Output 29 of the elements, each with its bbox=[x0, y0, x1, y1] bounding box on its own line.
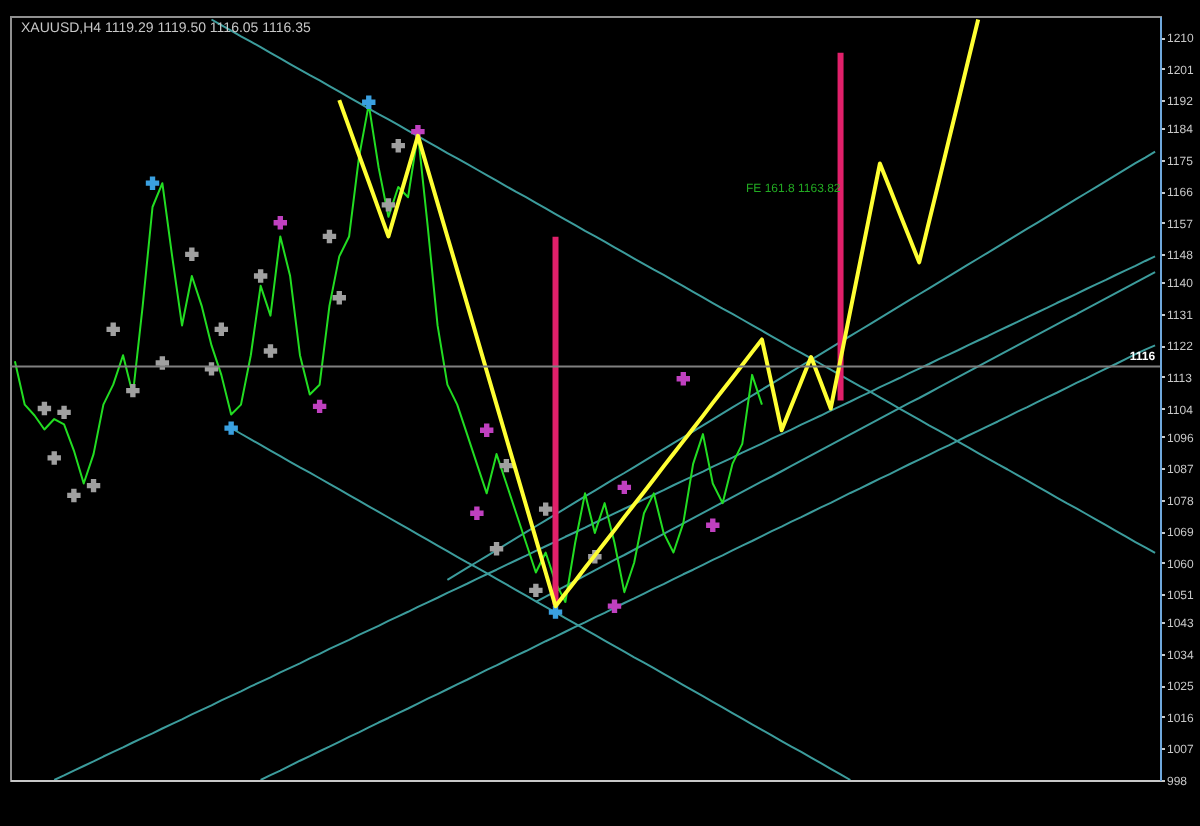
point bbox=[224, 421, 238, 435]
point bbox=[57, 405, 71, 420]
point bbox=[706, 518, 720, 532]
point bbox=[86, 478, 101, 493]
point bbox=[273, 216, 288, 230]
point bbox=[529, 583, 543, 598]
point bbox=[480, 423, 494, 437]
point bbox=[617, 480, 632, 495]
point bbox=[37, 401, 52, 416]
point bbox=[263, 344, 278, 358]
point bbox=[312, 399, 327, 414]
point bbox=[362, 95, 376, 109]
point bbox=[47, 451, 61, 465]
point bbox=[607, 599, 622, 613]
point bbox=[332, 291, 346, 305]
point bbox=[253, 269, 268, 283]
point bbox=[126, 383, 140, 398]
point bbox=[676, 372, 690, 386]
point bbox=[67, 488, 81, 503]
point bbox=[145, 176, 160, 190]
point bbox=[489, 541, 504, 556]
point bbox=[381, 198, 396, 212]
point bbox=[470, 506, 484, 521]
point bbox=[185, 247, 199, 262]
point bbox=[214, 322, 229, 337]
point bbox=[322, 229, 337, 244]
point bbox=[106, 322, 120, 337]
point bbox=[391, 138, 405, 153]
point bbox=[538, 502, 553, 516]
